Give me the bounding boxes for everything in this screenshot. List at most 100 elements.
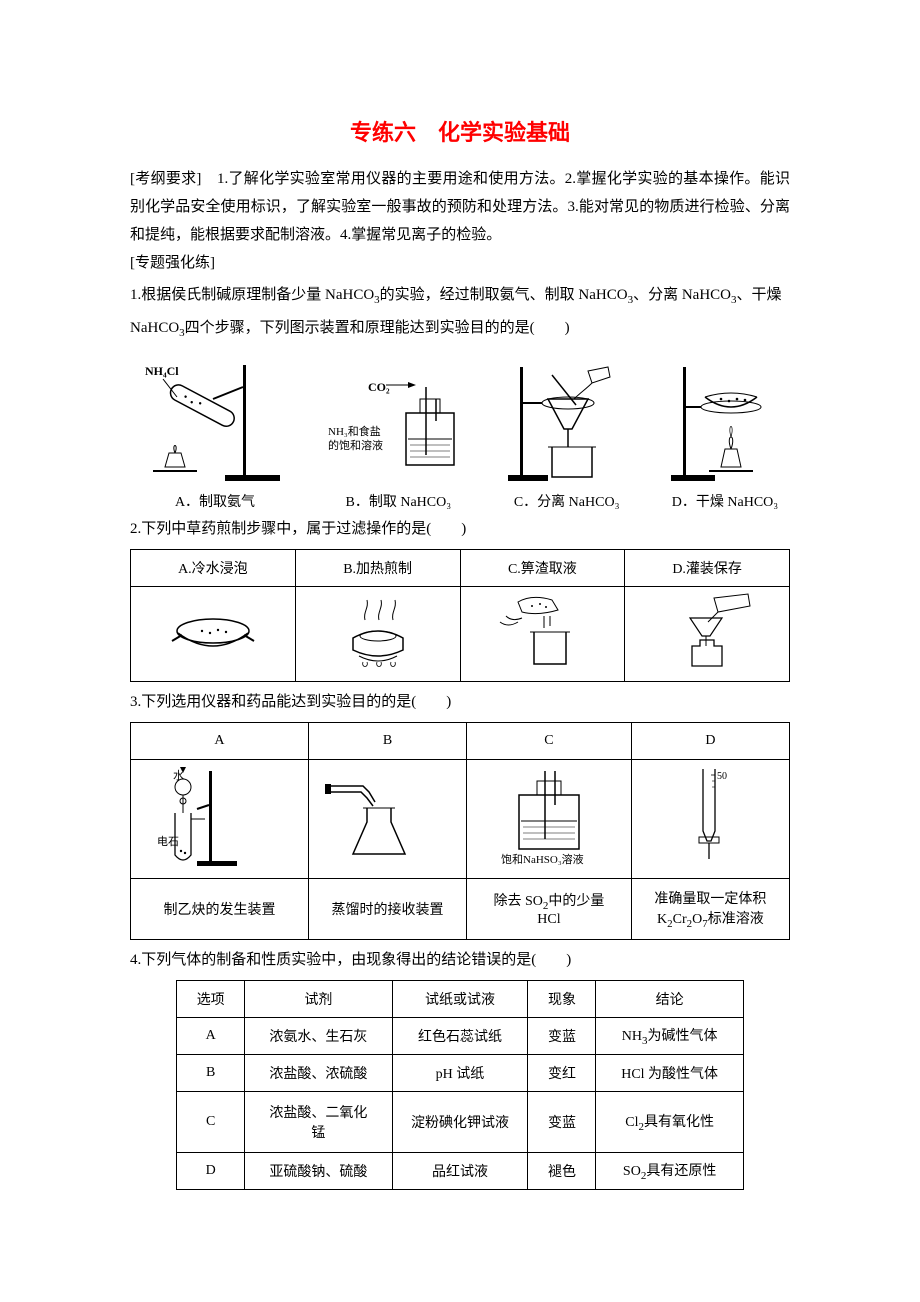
q2-table: A.冷水浸泡 B.加热煎制 C.箅渣取液 D.灌装保存: [130, 549, 790, 682]
apparatus-c-svg: [502, 357, 632, 487]
apparatus-b-svg: CO₂ NH₃和食盐 的饱和溶液: [328, 377, 468, 487]
q4a-conc: NH3为碱性气体: [596, 1018, 743, 1055]
q4c-reagent: 浓盐酸、二氧化锰: [245, 1092, 392, 1153]
q3c-3: HCl: [537, 912, 560, 927]
q4b-conc: HCl 为酸性气体: [596, 1055, 743, 1092]
q4c-c2: 具有氧化性: [644, 1115, 714, 1130]
q3-caption-row: 制乙炔的发生装置 蒸馏时的接收装置 除去 SO2中的少量HCl 准确量取一定体积…: [131, 879, 790, 940]
q4-h2: 试剂: [245, 981, 392, 1018]
q4b-phen: 变红: [528, 1055, 596, 1092]
q4c-r1: 浓盐酸、二氧化: [269, 1106, 367, 1121]
q4d-paper: 品红试液: [392, 1153, 528, 1190]
svg-text:饱和NaHSO₃溶液: 饱和NaHSO₃溶液: [501, 852, 584, 866]
q4b-reagent: 浓盐酸、浓硫酸: [245, 1055, 392, 1092]
q1-part-a: 1.根据侯氏制碱原理制备少量 NaHCO: [130, 287, 374, 303]
q3-img-c: 饱和NaHSO₃溶液: [467, 760, 632, 879]
q4d-c2: 具有还原性: [646, 1164, 716, 1179]
q4a-paper: 红色石蕊试纸: [392, 1018, 528, 1055]
q2-img-a: [131, 587, 296, 682]
q2-opt-c: C.箅渣取液: [460, 550, 625, 587]
q4-table: 选项 试剂 试纸或试液 现象 结论 A 浓氨水、生石灰 红色石蕊试纸 变蓝 NH…: [176, 980, 744, 1190]
q3c-1: 除去 SO: [494, 894, 543, 909]
q3-img-d: 50: [631, 760, 789, 879]
q1-fig-c: C．分离 NaHCO₃: [497, 357, 637, 511]
q1-part-b: 的实验，经过制取氨气、制取 NaHCO: [380, 287, 628, 303]
q4c-opt: C: [177, 1092, 245, 1153]
filter-icon: [482, 592, 602, 672]
q4c-c1: Cl: [625, 1115, 638, 1130]
q3d-5: 标准溶液: [708, 912, 764, 927]
bottle-icon: [652, 592, 762, 672]
question-4: 4.下列气体的制备和性质实验中，由现象得出的结论错误的是( ): [130, 946, 790, 974]
q2-opt-b: B.加热煎制: [295, 550, 460, 587]
q4c-phen: 变蓝: [528, 1092, 596, 1153]
q3d-2: K: [657, 912, 667, 927]
svg-text:的饱和溶液: 的饱和溶液: [328, 438, 383, 452]
q3-img-b: [308, 760, 466, 879]
q4-h3: 试纸或试液: [392, 981, 528, 1018]
q4-row-a: A 浓氨水、生石灰 红色石蕊试纸 变蓝 NH3为碱性气体: [177, 1018, 744, 1055]
intro-label: [考纲要求]: [130, 171, 217, 187]
q1-cap-a: A．制取氨气: [130, 491, 300, 511]
q4a-reagent: 浓氨水、生石灰: [245, 1018, 392, 1055]
q3-cap-c: 除去 SO2中的少量HCl: [467, 879, 632, 940]
q2-opt-a: A.冷水浸泡: [131, 550, 296, 587]
q4a-c1: NH: [622, 1029, 642, 1044]
q4-h5: 结论: [596, 981, 743, 1018]
apparatus-d-svg: [665, 357, 785, 487]
q4b-opt: B: [177, 1055, 245, 1092]
q4-row-b: B 浓盐酸、浓硫酸 pH 试纸 变红 HCl 为酸性气体: [177, 1055, 744, 1092]
q1-cap-d: D．干燥 NaHCO₃: [660, 491, 790, 511]
intro-paragraph: [考纲要求] 1.了解化学实验室常用仪器的主要用途和使用方法。2.掌握化学实验的…: [130, 165, 790, 249]
q2-img-c: [460, 587, 625, 682]
q2-header-row: A.冷水浸泡 B.加热煎制 C.箅渣取液 D.灌装保存: [131, 550, 790, 587]
distill-receive-icon: [323, 772, 453, 862]
burette-icon: 50: [665, 765, 755, 869]
q4d-reagent: 亚硫酸钠、硫酸: [245, 1153, 392, 1190]
q1-cap-c: C．分离 NaHCO₃: [497, 491, 637, 511]
q4a-phen: 变蓝: [528, 1018, 596, 1055]
q4-row-c: C 浓盐酸、二氧化锰 淀粉碘化钾试液 变蓝 Cl2具有氧化性: [177, 1092, 744, 1153]
page: 专练六 化学实验基础 [考纲要求] 1.了解化学实验室常用仪器的主要用途和使用方…: [0, 0, 920, 1246]
q2-img-b: [295, 587, 460, 682]
q1-part-c: 、分离 NaHCO: [633, 287, 731, 303]
svg-text:NH₄Cl: NH₄Cl: [145, 364, 179, 378]
q1-fig-a: NH₄Cl A．制取氨气: [130, 357, 300, 511]
q3-h-b: B: [308, 723, 466, 760]
q1-fig-b: CO₂ NH₃和食盐 的饱和溶液 B．制取 NaHCO₃: [323, 377, 473, 511]
q4d-c1: SO: [623, 1164, 641, 1179]
q1-cap-b: B．制取 NaHCO₃: [323, 491, 473, 511]
acetylene-icon: 水 电石: [149, 765, 289, 869]
q4a-c2: 为碱性气体: [647, 1029, 717, 1044]
page-title: 专练六 化学实验基础: [130, 115, 790, 147]
q1-fig-d: D．干燥 NaHCO₃: [660, 357, 790, 511]
svg-text:50: 50: [717, 771, 727, 782]
q3-image-row: 水 电石: [131, 760, 790, 879]
q3d-4: O: [692, 912, 702, 927]
q4c-conc: Cl2具有氧化性: [596, 1092, 743, 1153]
q3-img-a: 水 电石: [131, 760, 309, 879]
q3-cap-a: 制乙炔的发生装置: [131, 879, 309, 940]
q3-cap-d: 准确量取一定体积K2Cr2O7标准溶液: [631, 879, 789, 940]
q4c-paper: 淀粉碘化钾试液: [392, 1092, 528, 1153]
section-label: [专题强化练]: [130, 249, 790, 277]
q4-h4: 现象: [528, 981, 596, 1018]
svg-text:电石: 电石: [157, 835, 179, 848]
q2-img-d: [625, 587, 790, 682]
q3c-2: 中的少量: [548, 894, 604, 909]
soak-icon: [158, 597, 268, 667]
q3-header-row: A B C D: [131, 723, 790, 760]
svg-text:CO₂: CO₂: [368, 380, 390, 394]
q4-h1: 选项: [177, 981, 245, 1018]
q4d-opt: D: [177, 1153, 245, 1190]
apparatus-a-svg: NH₄Cl: [135, 357, 295, 487]
q1-part-e: 四个步骤，下列图示装置和原理能达到实验目的的是( ): [185, 320, 570, 336]
q4b-paper: pH 试纸: [392, 1055, 528, 1092]
svg-text:NH₃和食盐: NH₃和食盐: [328, 424, 381, 438]
q3-h-d: D: [631, 723, 789, 760]
question-1: 1.根据侯氏制碱原理制备少量 NaHCO3的实验，经过制取氨气、制取 NaHCO…: [130, 281, 790, 347]
q2-opt-d: D.灌装保存: [625, 550, 790, 587]
q3-table: A B C D 水 电石: [130, 722, 790, 940]
q2-image-row: [131, 587, 790, 682]
q4c-r2: 锰: [311, 1126, 325, 1141]
